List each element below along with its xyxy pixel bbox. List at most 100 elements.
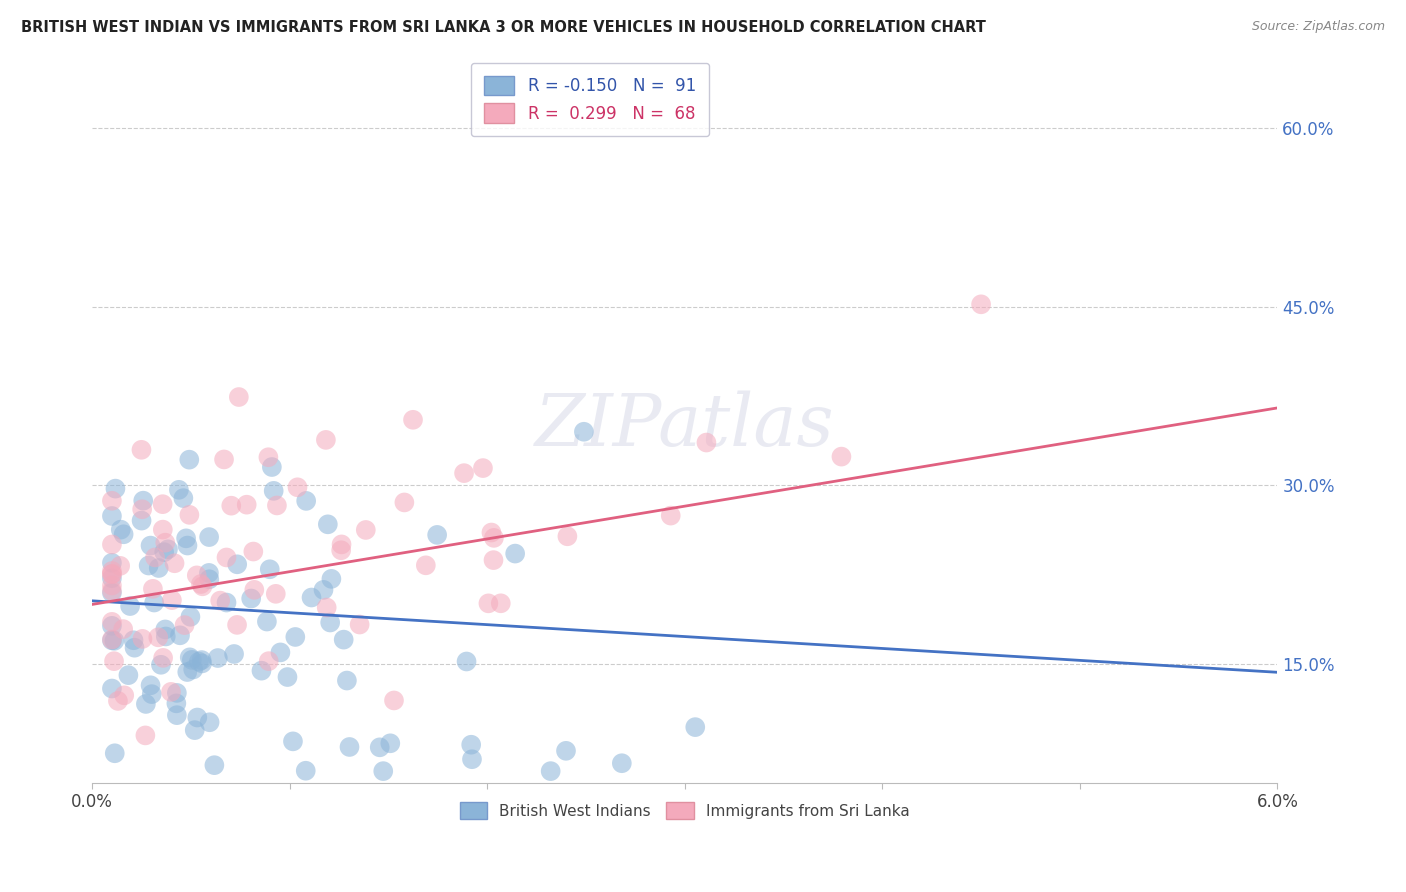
Point	[482, 553, 505, 567]
Point	[555, 744, 578, 758]
Point	[101, 633, 124, 648]
Point	[186, 568, 208, 582]
Point	[456, 655, 478, 669]
Point	[572, 425, 595, 439]
Point	[160, 685, 183, 699]
Point	[312, 582, 335, 597]
Point	[198, 715, 221, 730]
Point	[315, 600, 337, 615]
Point	[287, 480, 309, 494]
Legend: British West Indians, Immigrants from Sri Lanka: British West Indians, Immigrants from Sr…	[454, 796, 915, 825]
Point	[143, 595, 166, 609]
Point	[179, 452, 201, 467]
Point	[176, 665, 198, 679]
Point	[315, 433, 337, 447]
Point	[354, 523, 377, 537]
Text: Source: ZipAtlas.com: Source: ZipAtlas.com	[1251, 20, 1385, 33]
Point	[101, 564, 124, 578]
Point	[316, 517, 339, 532]
Point	[101, 583, 124, 598]
Point	[330, 543, 353, 558]
Point	[461, 752, 484, 766]
Point	[124, 640, 146, 655]
Point	[198, 530, 221, 544]
Point	[139, 539, 162, 553]
Point	[240, 591, 263, 606]
Point	[226, 618, 249, 632]
Point	[202, 758, 225, 772]
Point	[165, 697, 187, 711]
Point	[198, 566, 221, 580]
Point	[339, 739, 361, 754]
Point	[138, 558, 160, 573]
Point	[101, 586, 124, 600]
Point	[212, 452, 235, 467]
Point	[683, 720, 706, 734]
Point	[257, 450, 280, 465]
Point	[169, 628, 191, 642]
Point	[148, 630, 170, 644]
Point	[141, 687, 163, 701]
Point	[101, 537, 124, 551]
Point	[243, 582, 266, 597]
Point	[166, 686, 188, 700]
Point	[260, 460, 283, 475]
Point	[266, 499, 288, 513]
Point	[402, 413, 425, 427]
Point	[131, 632, 153, 646]
Point	[321, 572, 343, 586]
Point	[830, 450, 852, 464]
Point	[198, 572, 221, 586]
Point	[101, 493, 124, 508]
Point	[101, 571, 124, 585]
Point	[179, 609, 201, 624]
Point	[112, 527, 135, 541]
Point	[190, 577, 212, 591]
Point	[152, 523, 174, 537]
Point	[135, 697, 157, 711]
Point	[191, 579, 214, 593]
Point	[110, 523, 132, 537]
Point	[269, 645, 291, 659]
Point	[319, 615, 342, 630]
Point	[176, 539, 198, 553]
Point	[330, 537, 353, 551]
Point	[207, 651, 229, 665]
Point	[349, 617, 371, 632]
Point	[173, 618, 195, 632]
Point	[179, 650, 201, 665]
Point	[695, 435, 717, 450]
Point	[228, 390, 250, 404]
Point	[117, 668, 139, 682]
Point	[181, 663, 204, 677]
Point	[103, 633, 125, 648]
Point	[120, 599, 142, 613]
Point	[183, 723, 205, 738]
Point	[482, 531, 505, 545]
Point	[152, 651, 174, 665]
Point	[472, 461, 495, 475]
Point	[235, 498, 257, 512]
Point	[101, 567, 124, 582]
Point	[134, 728, 156, 742]
Point	[160, 593, 183, 607]
Point	[426, 528, 449, 542]
Point	[276, 670, 298, 684]
Point	[257, 654, 280, 668]
Point	[101, 578, 124, 592]
Point	[557, 529, 579, 543]
Point	[295, 494, 318, 508]
Point	[242, 544, 264, 558]
Point	[174, 532, 197, 546]
Point	[481, 525, 503, 540]
Text: BRITISH WEST INDIAN VS IMMIGRANTS FROM SRI LANKA 3 OR MORE VEHICLES IN HOUSEHOLD: BRITISH WEST INDIAN VS IMMIGRANTS FROM S…	[21, 20, 986, 35]
Point	[179, 508, 201, 522]
Point	[219, 499, 242, 513]
Point	[101, 619, 124, 633]
Point	[112, 622, 135, 636]
Point	[132, 493, 155, 508]
Point	[332, 632, 354, 647]
Point	[382, 693, 405, 707]
Point	[186, 710, 208, 724]
Point	[108, 558, 131, 573]
